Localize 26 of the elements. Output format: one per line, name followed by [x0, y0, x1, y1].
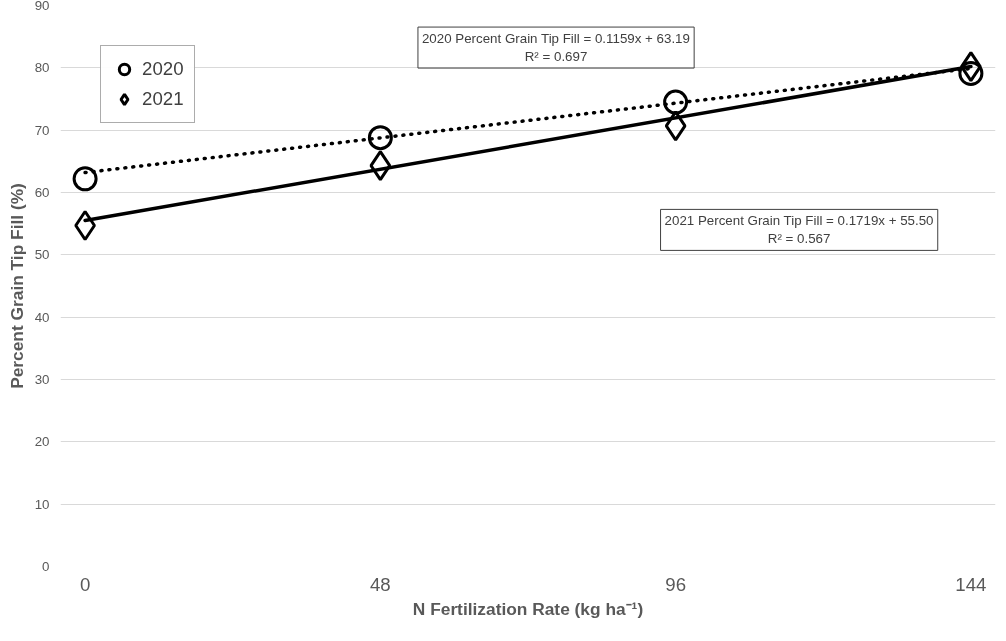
point: [664, 110, 687, 142]
x-axis-title: N Fertilization Rate (kg ha⁻¹): [412, 598, 644, 619]
point: [663, 89, 689, 115]
legend-label: 2020: [142, 58, 184, 80]
y-axis-title: Percent Grain Tip Fill (%): [6, 183, 27, 389]
y-tick-label: 50: [34, 247, 50, 263]
annotation: 2020 Percent Grain Tip Fill = 0.1159x + 63.19 R² = 0.697: [421, 31, 690, 65]
y-tick-label: 90: [34, 0, 50, 13]
y-tick-label: 70: [34, 122, 50, 138]
x-tick-label: 96: [665, 573, 687, 595]
point: [958, 60, 984, 86]
point: [369, 150, 392, 182]
legend-label: 2021: [142, 88, 184, 110]
y-tick-label: 80: [34, 60, 50, 76]
point: [72, 166, 98, 192]
x-tick-label: 0: [79, 573, 91, 595]
x-tick-label: 48: [369, 573, 391, 595]
y-tick-label: 60: [34, 185, 50, 200]
y-tick-label: 10: [34, 496, 50, 512]
annotation: 2021 Percent Grain Tip Fill = 0.1719x + 55.50 R² = 0.567: [664, 213, 934, 247]
y-tick-label: 30: [34, 372, 50, 387]
y-tick-label: 20: [34, 434, 50, 450]
point: [367, 125, 393, 151]
x-tick-label: 144: [955, 573, 987, 595]
y-tick-label: 0: [42, 559, 50, 574]
y-tick-label: 40: [34, 309, 50, 325]
